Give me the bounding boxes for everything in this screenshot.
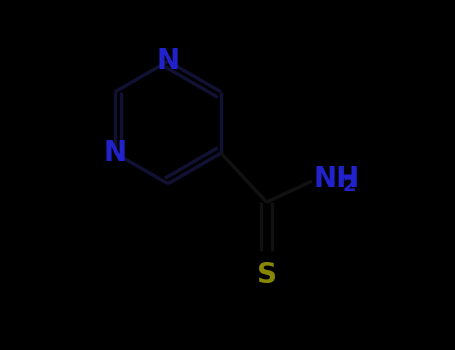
Text: NH: NH	[314, 166, 360, 193]
Text: N: N	[103, 139, 126, 167]
Text: 2: 2	[343, 176, 356, 195]
Text: S: S	[257, 261, 277, 289]
Text: N: N	[157, 47, 180, 75]
